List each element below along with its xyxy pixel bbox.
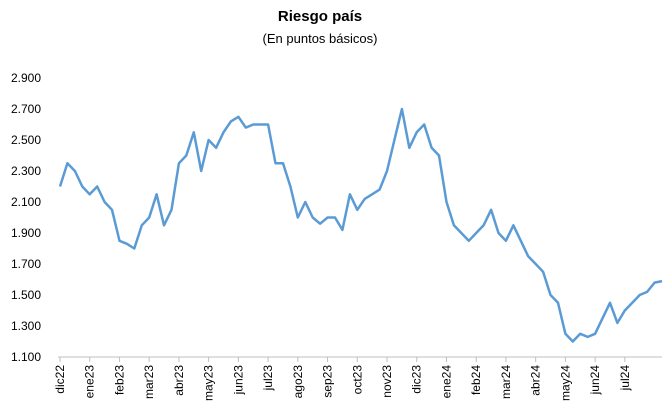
- x-tick-label: feb23: [112, 365, 126, 395]
- x-tick-label: jun24: [588, 365, 602, 396]
- x-tick-label: may24: [558, 365, 572, 401]
- y-tick-label: 2.300: [11, 164, 41, 178]
- x-tick-label: sep23: [321, 365, 335, 398]
- x-tick-label: ene23: [83, 365, 97, 399]
- x-tick-label: dic23: [410, 365, 424, 394]
- x-tick-label: mar24: [499, 365, 513, 399]
- x-tick-label: abr23: [172, 365, 186, 396]
- x-tick-label: abr24: [529, 365, 543, 396]
- x-tick-label: may23: [202, 365, 216, 401]
- x-tick-label: feb24: [469, 365, 483, 395]
- x-tick-label: ene24: [439, 365, 453, 399]
- x-tick-label: oct23: [350, 365, 364, 395]
- line: [58, 107, 663, 343]
- y-tick-label: 2.500: [11, 133, 41, 147]
- chart-subtitle: (En puntos básicos): [263, 31, 378, 46]
- x-tick-label: ago23: [291, 365, 305, 399]
- x-tick-label: jun23: [231, 365, 245, 396]
- y-tick-label: 1.900: [11, 226, 41, 240]
- y-tick-label: 1.700: [11, 257, 41, 271]
- y-tick-label: 2.100: [11, 195, 41, 209]
- x-tick-label: jul23: [261, 365, 275, 392]
- y-tick-label: 2.700: [11, 102, 41, 116]
- x-tick-label: mar23: [142, 365, 156, 399]
- y-tick-label: 1.100: [11, 350, 41, 364]
- y-tick-label: 1.300: [11, 319, 41, 333]
- chart-title: Riesgo país: [278, 8, 362, 25]
- y-tick-label: 2.900: [11, 71, 41, 85]
- y-tick-label: 1.500: [11, 288, 41, 302]
- x-tick-label: nov23: [380, 365, 394, 398]
- x-tick-label: dic22: [53, 365, 67, 394]
- x-tick-label: jul24: [618, 365, 632, 392]
